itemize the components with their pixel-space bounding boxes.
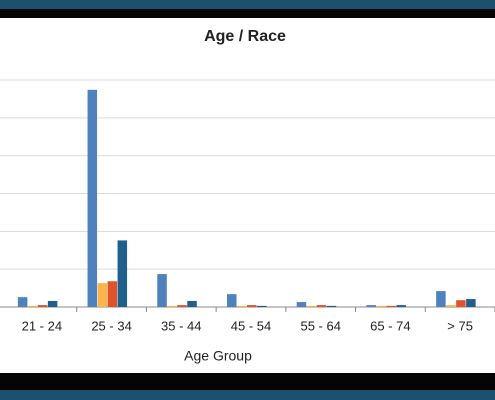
bar [237,305,247,307]
bar [306,305,317,307]
chart-title: Age / Race [204,28,286,45]
bar [37,305,48,307]
bottom-border [0,373,495,390]
bar [396,305,406,307]
bar [456,300,466,307]
bar [466,299,476,307]
x-tick-label: 45 - 54 [231,318,271,333]
bar [157,274,167,307]
x-tick-label: > 75 [447,318,473,333]
bar [17,297,28,307]
bar [376,305,386,307]
bar [97,283,108,307]
bar [386,305,396,307]
top-band [0,0,495,9]
bar [316,305,327,307]
bar [257,305,267,307]
bar [167,305,177,307]
bar [446,305,456,307]
bar [87,89,98,307]
bar [436,291,446,307]
bar [177,305,187,307]
bar [247,305,257,307]
bar [117,240,128,307]
bar [296,302,307,307]
x-axis-label: Age Group [184,348,252,364]
x-tick-label: 35 - 44 [161,318,201,333]
bar [27,305,38,307]
x-tick-label: 25 - 34 [91,318,131,333]
bar [366,305,376,307]
x-tick-label: 55 - 64 [300,318,340,333]
bar [47,300,58,307]
bar [227,294,237,307]
bar [326,305,337,307]
bottom-band [0,390,495,400]
bar [187,300,197,307]
x-tick-label: 21 - 24 [22,318,62,333]
x-tick-label: 65 - 74 [370,318,410,333]
bar [107,281,118,307]
top-border [0,9,495,18]
